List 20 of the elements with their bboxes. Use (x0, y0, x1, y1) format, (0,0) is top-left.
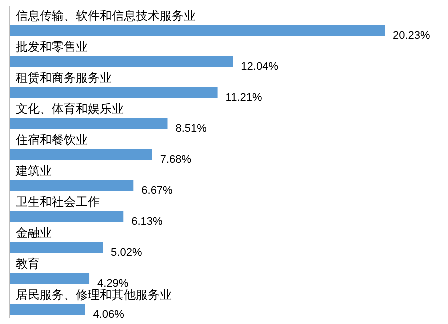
data-label: 4.29% (98, 278, 129, 290)
category-label: 建筑业 (16, 164, 52, 178)
category-label: 租赁和商务服务业 (16, 71, 112, 85)
category-label: 住宿和餐饮业 (16, 133, 88, 147)
category-label: 信息传输、软件和信息技术服务业 (16, 9, 196, 23)
category-label: 教育 (16, 257, 40, 271)
data-label: 5.02% (111, 247, 142, 259)
category-label: 批发和零售业 (16, 40, 88, 54)
data-label: 8.51% (176, 123, 207, 135)
category-label: 文化、体育和娱乐业 (16, 102, 124, 116)
category-label: 卫生和社会工作 (16, 195, 100, 209)
data-label: 12.04% (241, 61, 278, 73)
data-label: 4.06% (93, 309, 124, 321)
category-label: 居民服务、修理和其他服务业 (16, 288, 172, 302)
data-label: 6.13% (132, 216, 163, 228)
category-label: 金融业 (16, 226, 52, 240)
data-label: 6.67% (142, 185, 173, 197)
data-label: 20.23% (393, 30, 430, 42)
data-label: 11.21% (226, 92, 262, 104)
data-label: 7.68% (160, 154, 192, 166)
